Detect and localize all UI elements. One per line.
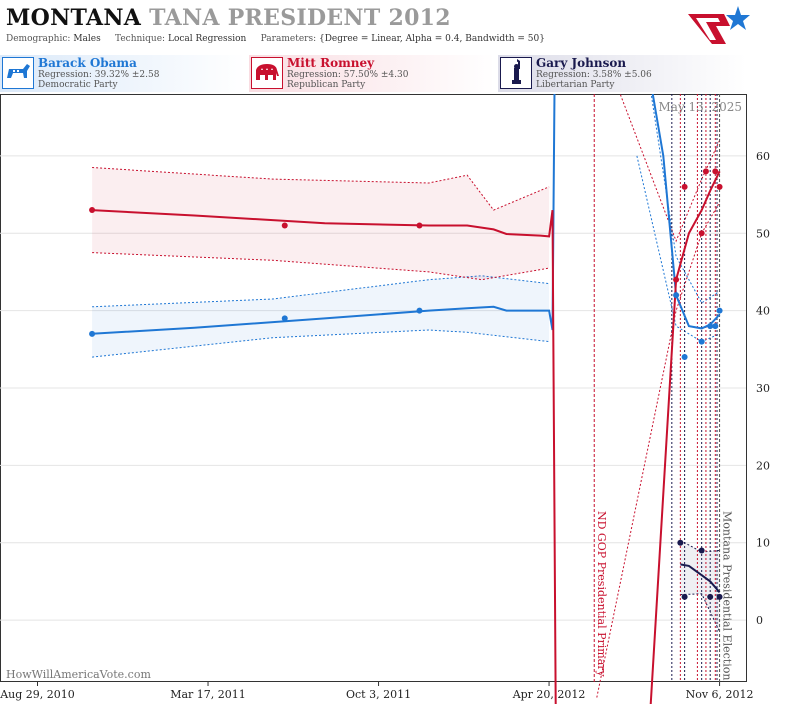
candidate-party: Libertarian Party (536, 80, 615, 90)
data-point (673, 292, 680, 299)
data-point (702, 168, 709, 175)
x-tick-label: Apr 20, 2012 (512, 688, 586, 701)
band-lower-line (92, 252, 550, 281)
candidate-regression: Regression: 57.50% ±4.30 (287, 70, 409, 80)
candidate-party: Republican Party (287, 80, 366, 90)
chart-title: MONTANA TANA PRESIDENT 2012 (6, 5, 451, 31)
data-point (716, 183, 723, 190)
date-stamp: May 13, 2025 (659, 100, 742, 114)
data-point (698, 338, 705, 345)
data-point (673, 276, 680, 283)
data-point (281, 315, 288, 322)
data-point (681, 183, 688, 190)
y-tick-label: 20 (756, 459, 770, 472)
y-tick-label: 50 (756, 227, 770, 240)
data-point (416, 222, 423, 229)
y-tick-label: 0 (756, 614, 763, 627)
poll-chart: ND GOP Presidential Primary Montana Presi… (0, 94, 770, 704)
data-point (698, 547, 705, 554)
candidate-johnson: Gary Johnson Regression: 3.58% ±5.06 Lib… (498, 55, 746, 92)
band-lower-line (680, 593, 721, 632)
parameters-value: {Degree = Linear, Alpha = 0.4, Bandwidth… (318, 34, 545, 44)
demographic-value: Males (73, 34, 101, 44)
band-lower-line (636, 155, 720, 343)
series-line (680, 563, 721, 593)
candidate-obama: Barack Obama Regression: 39.32% ±2.58 De… (0, 55, 246, 92)
watermark: HowWillAmericaVote.com (6, 668, 151, 681)
data-point (712, 168, 719, 175)
y-tick-label: 40 (756, 305, 770, 318)
data-point (681, 593, 688, 600)
data-point (89, 207, 96, 214)
data-point (281, 222, 288, 229)
y-tick-label: 10 (756, 537, 770, 550)
data-point (89, 330, 96, 337)
confidence-band (92, 275, 550, 358)
y-tick-label: 30 (756, 382, 770, 395)
band-upper-line (650, 94, 720, 304)
candidate-regression: Regression: 39.32% ±2.58 (38, 70, 160, 80)
data-point (677, 539, 684, 546)
liberty-icon (500, 57, 532, 89)
data-point (716, 307, 723, 314)
candidate-party: Democratic Party (38, 80, 118, 90)
band-upper-line (92, 167, 550, 211)
candidate-name: Gary Johnson (536, 56, 627, 70)
candidate-name: Barack Obama (38, 56, 137, 70)
data-point (707, 593, 714, 600)
series-line (649, 170, 721, 704)
data-point (712, 323, 719, 330)
title-rest: TANA PRESIDENT 2012 (149, 5, 451, 31)
event-label: ND GOP Presidential Primary (595, 511, 608, 678)
technique-label: Technique: (115, 34, 166, 44)
series-line (92, 94, 556, 335)
technique-value: Local Regression (167, 34, 247, 44)
x-tick-label: Nov 6, 2012 (686, 688, 754, 701)
x-tick-label: Oct 3, 2011 (346, 688, 411, 701)
site-logo-icon (688, 6, 750, 44)
parameters-line: Demographic: Males Technique: Local Regr… (6, 34, 545, 44)
x-tick-label: Mar 17, 2011 (170, 688, 246, 701)
series-line (92, 209, 557, 704)
data-point (716, 593, 723, 600)
elephant-icon (251, 57, 283, 89)
x-tick-label: Aug 29, 2010 (0, 688, 75, 701)
data-point (698, 230, 705, 237)
title-state: MONTANA (6, 5, 142, 31)
candidate-romney: Mitt Romney Regression: 57.50% ±4.30 Rep… (249, 55, 495, 92)
y-tick-label: 60 (756, 150, 770, 163)
band-lower-line (92, 329, 550, 358)
data-point (681, 354, 688, 361)
event-label: Montana Presidential Election (721, 511, 734, 680)
band-lower-line (596, 202, 721, 698)
parameters-label: Parameters: (260, 34, 317, 44)
data-point (707, 323, 714, 330)
donkey-icon (2, 57, 34, 89)
band-upper-line (92, 275, 550, 308)
demographic-label: Demographic: (6, 34, 71, 44)
data-point (416, 307, 423, 314)
candidate-regression: Regression: 3.58% ±5.06 (536, 70, 652, 80)
candidate-name: Mitt Romney (287, 56, 375, 70)
